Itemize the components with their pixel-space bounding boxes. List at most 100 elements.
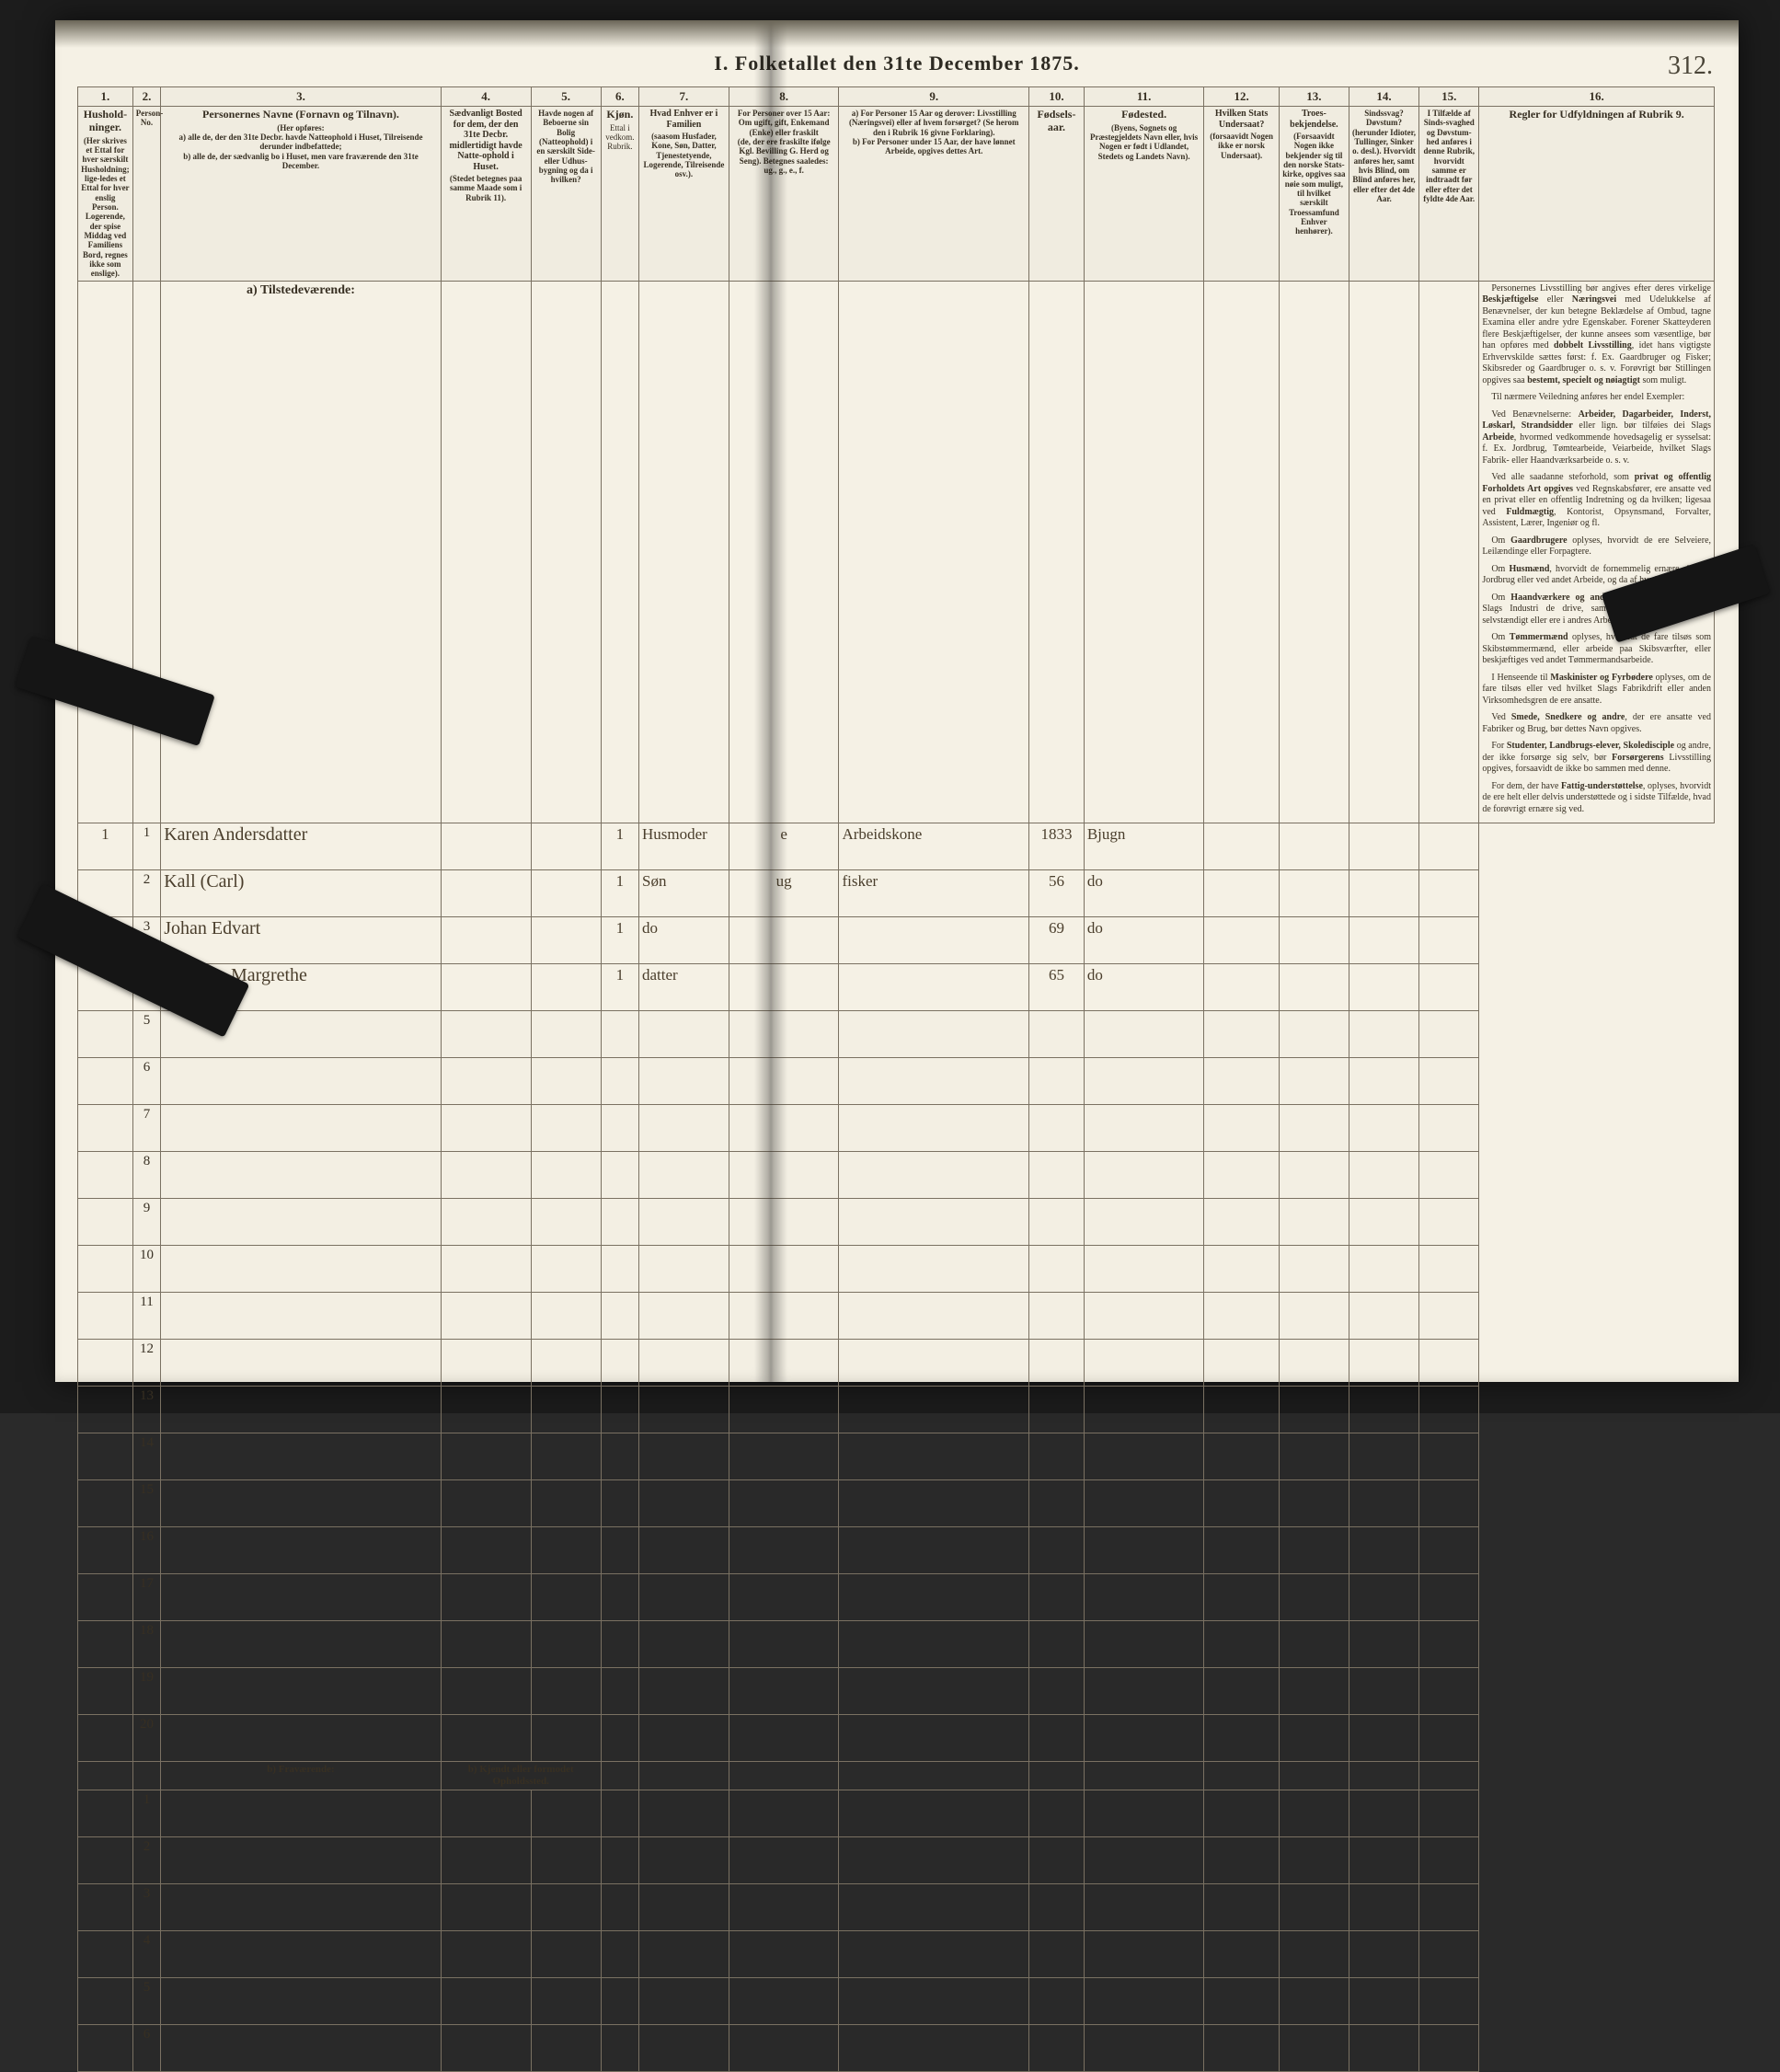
empty-cell: [1279, 1977, 1349, 2024]
empty-cell: [638, 1152, 729, 1199]
empty-cell: [531, 1715, 601, 1762]
empty-cell: [1349, 1387, 1418, 1433]
instruction-paragraph: Om Gaardbrugere oplyses, hvorvidt de ere…: [1482, 535, 1711, 558]
empty-cell: [531, 1574, 601, 1621]
cell-household: [78, 1105, 133, 1152]
empty-cell: [601, 1836, 638, 1883]
hdr-9: a) For Personer 15 Aar og derover: Livss…: [839, 107, 1029, 282]
empty-cell: [1419, 1715, 1479, 1762]
empty-cell: [729, 1668, 839, 1715]
cell-person-no: 4: [132, 1930, 160, 1977]
empty-cell: [441, 1790, 531, 1836]
section-b-label-row: b) Fraværende: b) Kjendt eller formodet …: [78, 1762, 1715, 1790]
empty-cell: [601, 1527, 638, 1574]
instruction-paragraph: Om Tømmermænd oplyses, hvorvidt de fare …: [1482, 632, 1711, 667]
table-row: 9: [78, 1199, 1715, 1246]
empty-cell: [1419, 1790, 1479, 1836]
empty-cell: [161, 1105, 441, 1152]
table-row: 13: [78, 1387, 1715, 1433]
empty-cell: [161, 1930, 441, 1977]
empty-cell: [441, 1387, 531, 1433]
hdr-5: Havde nogen af Beboerne sin Bolig (Natte…: [531, 107, 601, 282]
empty-cell: [1419, 1836, 1479, 1883]
empty-cell: [1204, 1387, 1280, 1433]
empty-cell: [1204, 1293, 1280, 1340]
empty-cell: [1279, 1574, 1349, 1621]
empty-cell: [161, 1246, 441, 1293]
cell-person-no: 18: [132, 1621, 160, 1668]
cell-person-no: 14: [132, 1433, 160, 1480]
empty-cell: [1029, 1621, 1085, 1668]
column-header-row: Hushold-ninger. (Her skrives et Ettal fo…: [78, 107, 1715, 282]
table-row: 14: [78, 1433, 1715, 1480]
empty-cell: [1419, 1574, 1479, 1621]
cell-sex: 1: [601, 823, 638, 870]
empty-cell: [161, 1433, 441, 1480]
empty-cell: [531, 1668, 601, 1715]
cell-tro: [1279, 823, 1349, 870]
cell-birth-year: 1833: [1029, 823, 1085, 870]
empty-cell: [1279, 1433, 1349, 1480]
column-number-1: 1.: [78, 87, 133, 107]
empty-cell: [1204, 1668, 1280, 1715]
empty-cell: [1349, 1668, 1418, 1715]
empty-cell: [1419, 1105, 1479, 1152]
empty-cell: [601, 1387, 638, 1433]
table-row: 8: [78, 1152, 1715, 1199]
census-form: 1.2.3.4.5.6.7.8.9.10.11.12.13.14.15.16. …: [77, 86, 1715, 1360]
empty-cell: [1029, 1883, 1085, 1930]
empty-cell: [1204, 1883, 1280, 1930]
cell-person-no: 6: [132, 1058, 160, 1105]
hdr-6: Kjøn. Ettal i vedkom. Rubrik.: [601, 107, 638, 282]
cell-name: Johan Edvart: [161, 917, 441, 964]
hdr-4: Sædvanligt Bosted for dem, der den 31te …: [441, 107, 531, 282]
empty-cell: [531, 1480, 601, 1527]
empty-cell: [1084, 1574, 1203, 1621]
cell-household: [78, 1246, 133, 1293]
empty-cell: [441, 1574, 531, 1621]
empty-cell: [1029, 1293, 1085, 1340]
cell-sex: 1: [601, 964, 638, 1011]
cell-person-no: 7: [132, 1105, 160, 1152]
empty-cell: [1204, 1199, 1280, 1246]
scanner-background: I. Folketallet den 31te December 1875. 3…: [0, 0, 1780, 1413]
empty-cell: [729, 1790, 839, 1836]
empty-cell: [638, 1668, 729, 1715]
empty-cell: [839, 1883, 1029, 1930]
empty-cell: [1204, 1433, 1280, 1480]
section-a-rows: 11Karen Andersdatter 1HusmodereArbeidsko…: [78, 823, 1715, 1762]
empty-cell: [441, 1883, 531, 1930]
column-number-16: 16.: [1479, 87, 1715, 107]
empty-cell: [1029, 1574, 1085, 1621]
empty-cell: [531, 1293, 601, 1340]
instruction-paragraph: Personernes Livsstilling bør angives eft…: [1482, 283, 1711, 387]
instruction-paragraph: Til nærmere Veiledning anføres her endel…: [1482, 392, 1711, 404]
empty-cell: [638, 1199, 729, 1246]
empty-cell: [1204, 1790, 1280, 1836]
cell-person-no: 16: [132, 1527, 160, 1574]
cell-birth-year: 69: [1029, 917, 1085, 964]
empty-cell: [1204, 1836, 1280, 1883]
empty-cell: [729, 1527, 839, 1574]
empty-cell: [638, 1293, 729, 1340]
section-b-label: b) Fraværende:: [161, 1762, 441, 1790]
cell-household: 1: [78, 823, 133, 870]
empty-cell: [1419, 1387, 1479, 1433]
cell-person-no: 5: [132, 1977, 160, 2024]
cell-household: [78, 1199, 133, 1246]
cell-person-no: 11: [132, 1293, 160, 1340]
cell-stat: [1204, 870, 1280, 917]
instruction-paragraph: For dem, der have Fattig-understøttelse,…: [1482, 781, 1711, 816]
empty-cell: [601, 1058, 638, 1105]
column-number-14: 14.: [1349, 87, 1418, 107]
table-row: 11Karen Andersdatter 1HusmodereArbeidsko…: [78, 823, 1715, 870]
cell-stat: [1204, 964, 1280, 1011]
empty-cell: [839, 1011, 1029, 1058]
cell-household: [78, 1387, 133, 1433]
cell-sind: [1349, 823, 1418, 870]
empty-cell: [1349, 1058, 1418, 1105]
empty-cell: [1084, 1883, 1203, 1930]
empty-cell: [839, 1246, 1029, 1293]
empty-cell: [531, 1011, 601, 1058]
empty-cell: [1349, 1790, 1418, 1836]
